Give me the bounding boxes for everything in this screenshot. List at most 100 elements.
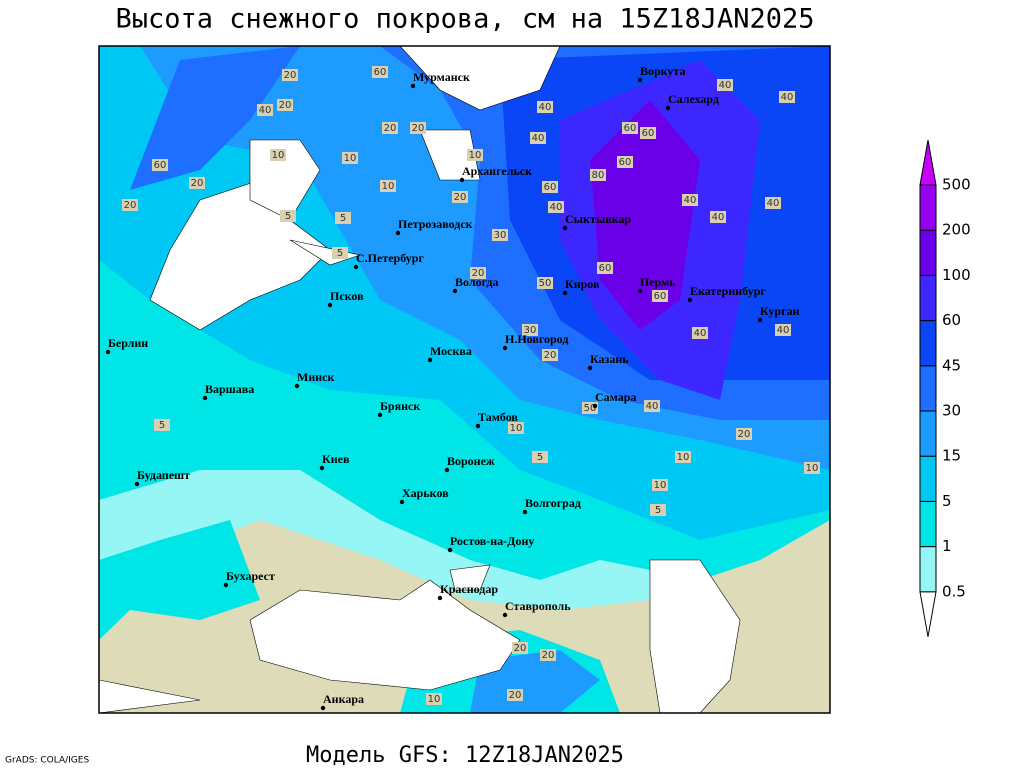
contour-label: 20 — [191, 178, 204, 189]
sea — [419, 129, 481, 181]
contour-label-box — [380, 180, 396, 192]
city-label: Берлин — [108, 336, 148, 350]
contour-label: 40 — [712, 212, 725, 223]
city-label: Казань — [590, 352, 629, 366]
contour-label: 40 — [767, 198, 780, 209]
contour-label: 5 — [655, 505, 661, 516]
contour-label: 10 — [428, 694, 441, 705]
contour-label: 20 — [124, 200, 137, 211]
contour-label: 50 — [584, 403, 597, 414]
contour-label: 10 — [469, 150, 482, 161]
contour-label-box — [152, 159, 168, 171]
contour-label: 40 — [781, 92, 794, 103]
legend-label: 100 — [942, 266, 971, 284]
contour-label-box — [522, 324, 538, 336]
city-dot — [134, 481, 140, 487]
city-dot — [459, 177, 465, 183]
city-label: Вологда — [455, 275, 499, 289]
contour-label-box — [675, 451, 691, 463]
contour-label: 5 — [537, 452, 543, 463]
legend-label: 45 — [942, 356, 961, 374]
legend-box — [919, 320, 937, 367]
contour-label: 20 — [384, 123, 397, 134]
contour-label: 10 — [344, 153, 357, 164]
legend-label: 0.5 — [942, 582, 966, 600]
sea — [249, 139, 321, 221]
city-dot — [522, 509, 528, 515]
contour-label-box — [537, 277, 553, 289]
city-dot — [395, 230, 401, 236]
city-dot — [757, 317, 763, 323]
contour-label: 80 — [592, 170, 605, 181]
contour-label: 40 — [532, 133, 545, 144]
contour-label-box — [650, 504, 666, 516]
sea — [649, 559, 741, 713]
city-label: Самара — [595, 390, 636, 404]
contour-label: 40 — [777, 325, 790, 336]
city-dot — [353, 264, 359, 270]
city-dot — [665, 105, 671, 111]
city-dot — [637, 77, 643, 83]
contour-label: 20 — [472, 268, 485, 279]
contour-label-box — [512, 642, 528, 654]
contour-label: 60 — [654, 291, 667, 302]
city-dot — [327, 302, 333, 308]
contour-label-box — [426, 693, 442, 705]
city-dot — [687, 297, 693, 303]
city-dot — [562, 290, 568, 296]
city-dot — [637, 288, 643, 294]
city-label: Салехард — [668, 92, 719, 106]
contour-label-box — [382, 122, 398, 134]
contour-label-box — [410, 122, 426, 134]
contour-label-box — [257, 104, 273, 116]
contour-label-box — [775, 324, 791, 336]
contour-label-box — [270, 149, 286, 161]
contour-label-box — [652, 479, 668, 491]
contour-label-box — [122, 199, 138, 211]
legend-box — [919, 455, 937, 502]
legend-box — [919, 229, 937, 276]
contour-label: 30 — [494, 230, 507, 241]
city-label: Пермь — [640, 275, 676, 289]
legend-label: 1 — [942, 537, 952, 555]
contour-label-box — [622, 122, 638, 134]
city-label: Варшава — [205, 382, 254, 396]
contour-label: 40 — [550, 202, 563, 213]
contour-label-box — [492, 229, 508, 241]
map-title: Высота снежного покрова, см на 15Z18JAN2… — [116, 4, 815, 35]
legend-label: 60 — [942, 311, 961, 329]
contour-label-box — [736, 428, 752, 440]
contour-label-box — [372, 66, 388, 78]
credit: GrADS: COLA/IGES — [5, 756, 89, 766]
contour-label-box — [548, 201, 564, 213]
contour-label: 30 — [524, 325, 537, 336]
sea — [449, 564, 491, 591]
city-dot — [502, 345, 508, 351]
contour-label-box — [652, 290, 668, 302]
contour-label: 10 — [806, 463, 819, 474]
city-label: Волгоград — [525, 496, 581, 510]
contour-label-box — [692, 327, 708, 339]
contour-label: 20 — [412, 123, 425, 134]
contour-label-box — [779, 91, 795, 103]
contour-label: 40 — [259, 105, 272, 116]
contour-label: 60 — [642, 128, 655, 139]
city-dot — [502, 612, 508, 618]
city-dot — [592, 403, 598, 409]
city-dot — [399, 499, 405, 505]
contour-label-box — [470, 267, 486, 279]
footer: Модель GFS: 12Z18JAN2025 — [306, 743, 624, 768]
city-label: Сыктывкар — [565, 212, 631, 226]
contour-label: 20 — [509, 690, 522, 701]
legend-label: 200 — [942, 221, 971, 239]
contour-label: 5 — [159, 420, 165, 431]
city-label: Анкара — [323, 692, 364, 706]
contour-label-box — [597, 262, 613, 274]
contour-label-box — [342, 152, 358, 164]
city-dot — [447, 547, 453, 553]
legend-label: 5 — [942, 492, 952, 510]
city-label: Екатеринбург — [690, 284, 766, 298]
legend-box — [919, 410, 937, 457]
